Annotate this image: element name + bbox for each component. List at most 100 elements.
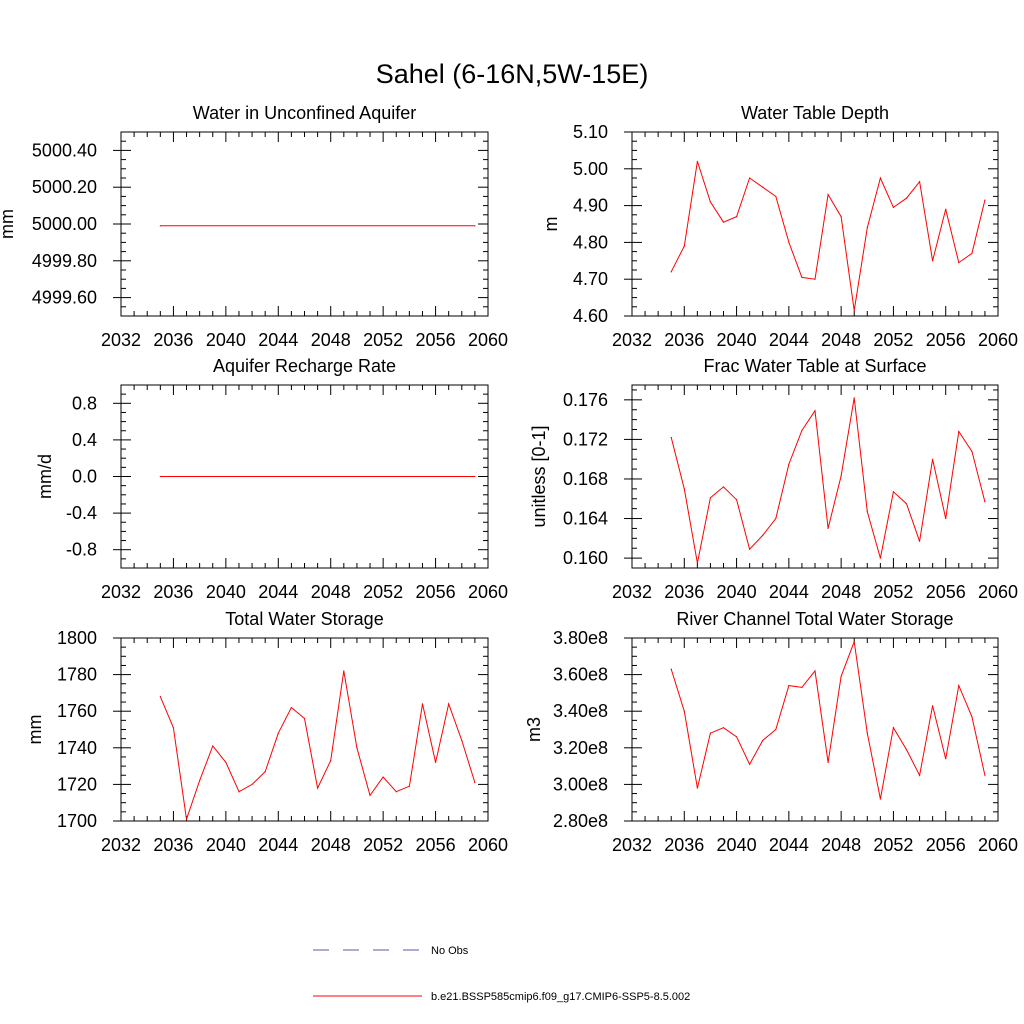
y-axis-label: mm	[0, 209, 17, 239]
data-point	[918, 540, 921, 542]
x-tick-label: 2052	[873, 330, 913, 350]
data-point	[212, 745, 214, 747]
data-point	[382, 776, 384, 778]
x-tick-label: 2032	[101, 835, 141, 855]
data-point	[866, 511, 868, 513]
data-point	[958, 430, 960, 433]
x-tick-label: 2056	[416, 582, 456, 602]
series-line	[670, 641, 986, 800]
data-point	[814, 670, 816, 672]
data-point	[185, 818, 188, 820]
data-point	[434, 761, 437, 764]
x-tick-label: 2044	[258, 330, 298, 350]
data-point	[945, 758, 947, 760]
y-tick-label: 1720	[57, 774, 97, 794]
series-line	[159, 670, 476, 820]
data-point	[814, 278, 816, 280]
y-tick-label: 3.80e8	[553, 628, 608, 648]
x-tick-label: 2052	[363, 582, 403, 602]
x-tick-label: 2048	[311, 330, 351, 350]
y-axis-label: m3	[524, 717, 544, 742]
legend-label: b.e21.BSSP585cmip6.f09_g17.CMIP6-SSP5-8.…	[431, 991, 690, 1003]
x-tick-label: 2060	[468, 835, 508, 855]
data-point	[945, 517, 947, 520]
panel-title: Total Water Storage	[225, 609, 383, 629]
x-tick-label: 2052	[363, 835, 403, 855]
data-point	[395, 791, 397, 793]
x-tick-label: 2048	[821, 835, 861, 855]
data-point	[159, 225, 161, 227]
x-tick-label: 2040	[717, 330, 757, 350]
y-tick-label: 5.00	[573, 159, 608, 179]
plot-frame	[631, 131, 999, 317]
plot-frame	[120, 131, 489, 317]
x-tick-label: 2056	[416, 330, 456, 350]
data-point	[932, 458, 934, 460]
data-point	[474, 225, 476, 227]
data-point	[264, 770, 266, 773]
data-point	[945, 208, 947, 210]
data-point	[722, 486, 725, 488]
data-point	[317, 787, 319, 789]
panel-4: Frac Water Table at Surface unitless [0-1…	[529, 356, 1018, 602]
data-point	[159, 475, 161, 478]
plot-frame	[631, 637, 999, 822]
y-axis-label: mm	[25, 715, 45, 745]
x-tick-label: 2060	[978, 330, 1018, 350]
y-tick-label: -0.8	[66, 540, 97, 560]
data-point	[199, 780, 201, 782]
x-tick-label: 2036	[664, 835, 704, 855]
y-tick-label: 0.0	[72, 467, 97, 487]
y-tick-label: 0.172	[563, 429, 608, 449]
panel-title: Water Table Depth	[741, 103, 889, 123]
x-tick-label: 2040	[206, 330, 246, 350]
x-tick-label: 2060	[468, 330, 508, 350]
data-point	[814, 410, 816, 412]
panel-title: River Channel Total Water Storage	[676, 609, 953, 629]
data-point	[827, 527, 829, 530]
x-tick-label: 2040	[206, 582, 246, 602]
x-tick-label: 2048	[821, 330, 861, 350]
data-point	[448, 703, 450, 705]
y-tick-label: 5000.00	[32, 214, 97, 234]
x-tick-label: 2044	[769, 582, 809, 602]
data-point	[709, 732, 712, 734]
data-point	[474, 781, 476, 784]
data-point	[775, 728, 777, 731]
figure-title: Sahel (6-16N,5W-15E)	[376, 59, 649, 89]
data-point	[696, 160, 698, 163]
y-axis-label: m	[541, 217, 561, 232]
data-point	[971, 716, 973, 718]
data-point	[696, 562, 698, 564]
x-tick-label: 2040	[206, 835, 246, 855]
x-tick-label: 2044	[769, 835, 809, 855]
data-point	[932, 260, 934, 262]
x-tick-label: 2044	[258, 582, 298, 602]
data-point	[722, 221, 725, 223]
data-point	[159, 695, 161, 698]
data-point	[918, 774, 921, 776]
y-tick-label: 5.10	[573, 122, 608, 142]
series-line	[670, 397, 986, 564]
y-tick-label: 3.20e8	[553, 738, 608, 758]
data-point	[958, 262, 960, 264]
data-point	[801, 276, 803, 278]
data-point	[775, 195, 777, 197]
data-point	[670, 436, 672, 439]
x-tick-label: 2060	[978, 582, 1018, 602]
panel-1: Water in Unconfined Aquifer mm 2032 2036 204…	[0, 103, 508, 350]
x-tick-label: 2032	[612, 582, 652, 602]
data-point	[238, 791, 240, 793]
x-tick-label: 2056	[926, 582, 966, 602]
data-point	[827, 761, 829, 764]
data-point	[251, 783, 253, 786]
x-tick-label: 2052	[873, 582, 913, 602]
y-tick-label: 4.70	[573, 269, 608, 289]
y-tick-label: 3.60e8	[553, 665, 608, 685]
data-point	[905, 749, 908, 751]
data-point	[892, 491, 895, 493]
data-point	[461, 739, 463, 742]
data-point	[421, 703, 424, 705]
